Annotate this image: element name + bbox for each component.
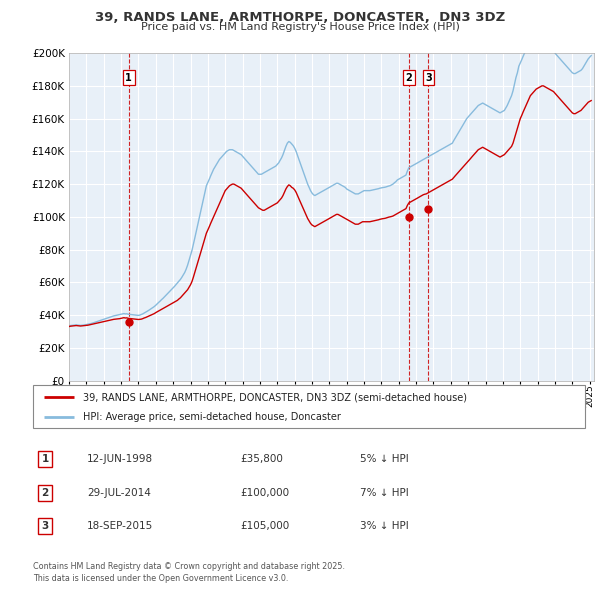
Text: HPI: Average price, semi-detached house, Doncaster: HPI: Average price, semi-detached house,… — [83, 412, 341, 422]
Text: 7% ↓ HPI: 7% ↓ HPI — [360, 488, 409, 497]
Text: 2: 2 — [406, 73, 412, 83]
Text: Contains HM Land Registry data © Crown copyright and database right 2025.
This d: Contains HM Land Registry data © Crown c… — [33, 562, 345, 583]
Text: £105,000: £105,000 — [240, 522, 289, 531]
Text: 5% ↓ HPI: 5% ↓ HPI — [360, 454, 409, 464]
Text: 3% ↓ HPI: 3% ↓ HPI — [360, 522, 409, 531]
Text: 2: 2 — [41, 488, 49, 497]
Text: 39, RANDS LANE, ARMTHORPE, DONCASTER,  DN3 3DZ: 39, RANDS LANE, ARMTHORPE, DONCASTER, DN… — [95, 11, 505, 24]
Text: Price paid vs. HM Land Registry's House Price Index (HPI): Price paid vs. HM Land Registry's House … — [140, 22, 460, 32]
Text: 18-SEP-2015: 18-SEP-2015 — [87, 522, 153, 531]
Text: 29-JUL-2014: 29-JUL-2014 — [87, 488, 151, 497]
Text: 1: 1 — [125, 73, 132, 83]
Text: £100,000: £100,000 — [240, 488, 289, 497]
Text: 3: 3 — [41, 522, 49, 531]
Text: 1: 1 — [41, 454, 49, 464]
Text: 3: 3 — [425, 73, 432, 83]
Text: £35,800: £35,800 — [240, 454, 283, 464]
Text: 39, RANDS LANE, ARMTHORPE, DONCASTER, DN3 3DZ (semi-detached house): 39, RANDS LANE, ARMTHORPE, DONCASTER, DN… — [83, 392, 467, 402]
Text: 12-JUN-1998: 12-JUN-1998 — [87, 454, 153, 464]
